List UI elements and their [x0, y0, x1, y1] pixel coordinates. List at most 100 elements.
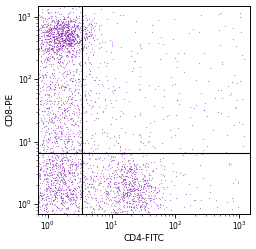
Point — [36, 107, 40, 111]
Point — [104, 189, 108, 193]
Point — [76, 21, 80, 25]
Point — [118, 210, 122, 214]
Point — [121, 192, 125, 196]
Point — [48, 36, 52, 40]
Point — [127, 183, 131, 187]
Point — [104, 49, 108, 53]
Point — [126, 158, 130, 162]
Point — [63, 84, 67, 88]
Point — [59, 32, 63, 36]
Point — [46, 140, 50, 144]
Point — [46, 137, 50, 141]
Point — [129, 54, 133, 58]
Point — [55, 43, 59, 47]
Point — [45, 30, 49, 34]
Point — [47, 40, 51, 44]
Point — [70, 192, 74, 196]
Point — [41, 148, 46, 152]
Point — [108, 180, 112, 184]
Point — [76, 172, 80, 176]
Point — [54, 190, 58, 194]
Point — [121, 204, 125, 208]
Point — [71, 52, 75, 56]
Point — [79, 38, 83, 42]
Point — [120, 168, 124, 172]
Point — [56, 41, 60, 45]
Point — [58, 22, 62, 26]
Point — [99, 181, 103, 185]
Point — [47, 46, 51, 50]
Point — [37, 194, 41, 198]
Point — [119, 180, 123, 184]
Point — [61, 71, 65, 75]
Point — [130, 184, 134, 187]
Point — [51, 198, 55, 202]
Point — [130, 174, 134, 178]
Point — [66, 158, 70, 162]
Point — [46, 194, 50, 198]
Point — [68, 38, 72, 42]
Point — [59, 86, 63, 90]
Point — [78, 149, 82, 153]
Point — [123, 166, 127, 170]
Point — [61, 23, 65, 27]
Point — [71, 28, 75, 32]
Point — [59, 37, 63, 41]
Point — [45, 49, 49, 53]
Point — [78, 38, 82, 42]
Point — [119, 172, 123, 176]
Point — [76, 77, 80, 81]
Point — [99, 7, 103, 11]
Point — [74, 67, 78, 71]
Point — [61, 28, 65, 32]
Point — [138, 205, 143, 209]
Point — [60, 44, 65, 48]
Point — [73, 88, 77, 92]
Point — [75, 67, 79, 71]
Point — [59, 33, 63, 37]
Point — [39, 44, 44, 48]
Point — [142, 184, 146, 188]
Point — [47, 132, 51, 136]
Point — [117, 206, 121, 210]
Point — [85, 177, 89, 181]
Point — [169, 135, 173, 139]
Point — [76, 185, 80, 188]
Point — [46, 154, 50, 158]
Point — [130, 167, 134, 171]
Point — [90, 23, 94, 27]
Point — [50, 158, 54, 162]
Point — [38, 86, 42, 90]
Point — [129, 168, 133, 172]
Point — [144, 202, 148, 206]
Point — [44, 128, 48, 132]
Point — [62, 180, 66, 184]
Point — [113, 210, 118, 214]
Point — [71, 32, 75, 36]
Point — [70, 79, 74, 83]
Point — [51, 35, 55, 39]
Point — [90, 47, 94, 51]
Point — [94, 157, 98, 161]
Point — [46, 182, 50, 186]
Point — [201, 51, 206, 55]
Point — [65, 109, 69, 113]
Point — [112, 191, 116, 195]
Point — [36, 71, 40, 75]
Point — [65, 22, 69, 26]
Point — [107, 162, 111, 166]
Point — [62, 39, 67, 43]
Point — [60, 115, 64, 119]
Point — [51, 144, 55, 148]
Point — [45, 140, 49, 144]
Point — [75, 150, 79, 154]
Point — [48, 43, 52, 47]
Point — [86, 34, 90, 38]
Point — [78, 185, 82, 189]
Point — [74, 42, 78, 46]
Point — [79, 195, 83, 199]
Point — [92, 78, 96, 82]
Point — [51, 167, 55, 171]
Point — [49, 20, 54, 24]
Point — [76, 83, 80, 87]
